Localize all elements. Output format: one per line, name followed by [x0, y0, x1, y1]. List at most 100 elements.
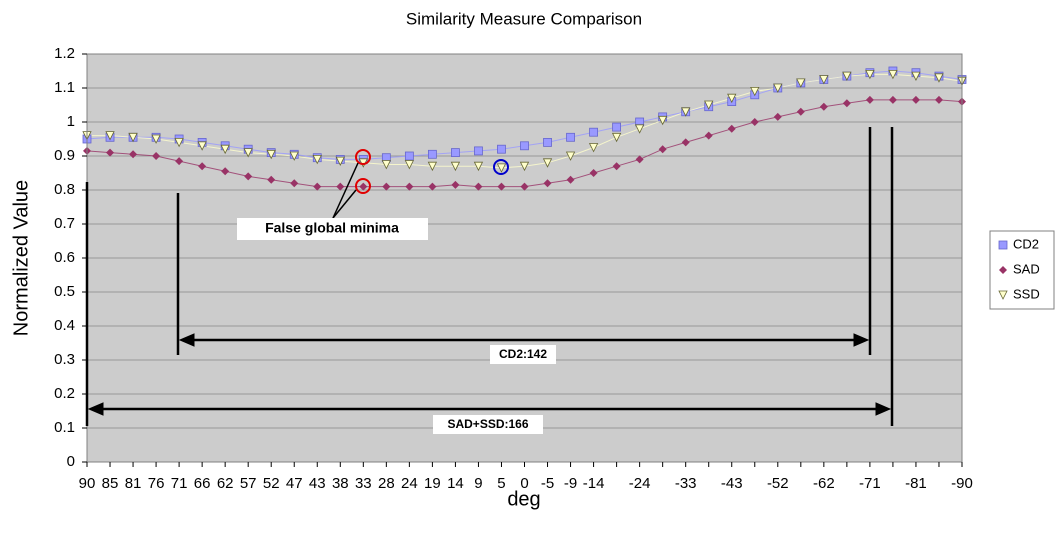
marker [999, 266, 1007, 274]
marker [704, 100, 714, 110]
marker [313, 182, 322, 191]
y-tick-label: 0 [67, 453, 75, 470]
x-tick-label: 62 [217, 475, 234, 492]
x-tick-label: 76 [148, 475, 165, 492]
marker [496, 163, 507, 173]
y-tick-label: 0.7 [54, 215, 75, 232]
x-tick-label: -71 [859, 475, 881, 492]
x-tick-label: 24 [401, 475, 418, 492]
x-tick-label: 90 [79, 475, 96, 492]
y-tick-label: 0.5 [54, 283, 75, 300]
marker [750, 87, 760, 97]
x-tick-label: -62 [813, 475, 835, 492]
marker [658, 145, 667, 154]
marker [451, 148, 460, 158]
x-tick-label: 71 [171, 475, 188, 492]
x-tick-label: -9 [564, 475, 577, 492]
marker [335, 156, 345, 166]
y-tick-label: 1 [67, 113, 75, 130]
marker [128, 132, 138, 143]
y-tick-label: 1.2 [54, 45, 75, 62]
marker [566, 132, 575, 142]
y-tick-label: 0.4 [54, 317, 75, 334]
y-tick-label: 0.8 [54, 181, 75, 198]
x-tick-label: -33 [675, 475, 697, 492]
highlight-circle [355, 178, 371, 194]
marker [428, 182, 437, 191]
marker [450, 161, 461, 172]
marker [427, 161, 438, 172]
marker [106, 148, 115, 157]
marker [244, 172, 253, 181]
marker [427, 149, 437, 159]
x-tick-label: 5 [497, 475, 505, 492]
annotation-box [237, 218, 428, 240]
marker [819, 75, 829, 85]
marker [404, 151, 414, 161]
marker [681, 107, 691, 117]
marker [635, 155, 644, 164]
x-tick-label: 81 [125, 475, 142, 492]
annotation-box [490, 345, 556, 364]
arrow-head [853, 333, 870, 347]
annotation-box [433, 415, 543, 434]
x-tick-label: -52 [767, 475, 789, 492]
marker [681, 138, 690, 147]
marker [566, 175, 575, 184]
marker [474, 146, 483, 156]
marker [451, 180, 460, 189]
marker [289, 151, 299, 161]
marker [243, 148, 253, 158]
marker [267, 175, 276, 184]
marker [175, 157, 184, 166]
marker [796, 107, 805, 116]
marker [174, 137, 184, 148]
x-tick-label: -5 [541, 475, 554, 492]
marker [998, 240, 1008, 250]
x-tick-label: -24 [629, 475, 651, 492]
marker [727, 124, 736, 133]
marker [612, 122, 622, 132]
marker [888, 70, 898, 80]
marker [405, 182, 414, 191]
marker [911, 95, 920, 104]
x-tick-label: 57 [240, 475, 257, 492]
marker [589, 169, 598, 177]
marker [865, 95, 874, 104]
marker [543, 179, 552, 188]
marker [520, 182, 529, 191]
annotation: SAD+SSD:166 [447, 417, 528, 431]
x-tick-label: -90 [951, 475, 973, 492]
y-tick-label: 0.3 [54, 351, 75, 368]
y-tick-label: 0.9 [54, 147, 75, 164]
marker [773, 83, 783, 93]
marker [381, 160, 391, 170]
arrow-head [875, 402, 892, 416]
annotation: CD2:142 [499, 347, 547, 361]
x-tick-label: 33 [355, 475, 372, 492]
y-tick-label: 0.2 [54, 385, 75, 402]
marker [934, 95, 943, 104]
marker [704, 131, 713, 140]
x-tick-label: 9 [474, 475, 482, 492]
marker [312, 154, 322, 165]
marker [198, 162, 207, 171]
marker [197, 141, 207, 151]
marker [129, 150, 138, 159]
marker [773, 112, 782, 121]
marker [589, 127, 598, 137]
y-axis-label: Normalized Value [10, 180, 32, 336]
legend-label: SSD [1013, 286, 1040, 301]
marker [359, 182, 368, 191]
legend-label: SAD [1013, 261, 1040, 276]
x-tick-label: 52 [263, 475, 280, 492]
marker [543, 137, 552, 147]
marker [473, 161, 484, 172]
marker [382, 182, 391, 191]
y-tick-label: 1.1 [54, 79, 75, 96]
marker [290, 179, 299, 188]
marker [865, 70, 875, 80]
arrow-head [178, 333, 195, 347]
annotation: False global minima [265, 220, 399, 236]
marker [842, 71, 852, 81]
